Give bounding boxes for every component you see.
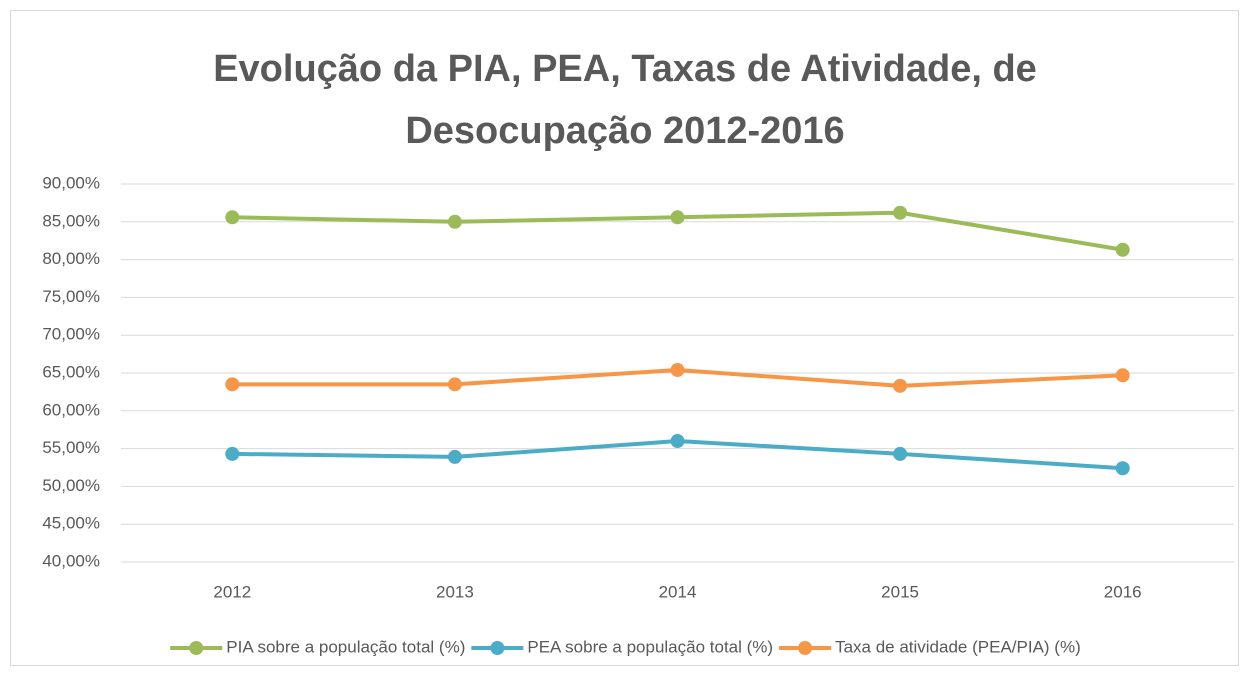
x-tick-label: 2012 [213,582,251,601]
y-tick-label: 75,00% [42,287,100,306]
data-point [1115,368,1130,383]
chart-border [10,10,1239,666]
legend-label: Taxa de atividade (PEA/PIA) (%) [835,637,1081,656]
data-point [225,446,240,461]
data-point [893,205,908,220]
x-tick-label: 2013 [436,582,474,601]
legend-label: PEA sobre a população total (%) [527,637,773,656]
y-tick-label: 45,00% [42,514,100,533]
y-tick-label: 60,00% [42,400,100,419]
x-tick-label: 2014 [659,582,697,601]
x-tick-label: 2016 [1104,582,1142,601]
legend-item: Taxa de atividade (PEA/PIA) (%) [779,637,1081,656]
legend-swatch-marker [798,641,813,655]
x-tick-label: 2015 [881,582,919,601]
data-point [1115,242,1130,257]
data-point [447,377,462,392]
y-tick-label: 65,00% [42,362,100,381]
chart-title: Evolução da PIA, PEA, Taxas de Atividade… [213,48,1037,152]
data-point [670,210,685,225]
legend: PIA sobre a população total (%) PEA sobre… [170,637,1081,656]
y-tick-label: 70,00% [42,325,100,344]
data-point [670,434,685,449]
data-point [225,377,240,392]
y-tick-label: 90,00% [42,173,100,192]
data-point [447,449,462,464]
legend-swatch-marker [189,641,204,655]
data-point [1115,461,1130,476]
legend-swatch-marker [490,641,505,655]
data-point [225,210,240,225]
y-tick-label: 80,00% [42,249,100,268]
data-point [893,446,908,461]
y-tick-label: 50,00% [42,476,100,495]
data-point [893,378,908,393]
y-tick-label: 55,00% [42,438,100,457]
y-tick-label: 40,00% [42,551,100,570]
data-point [670,362,685,377]
legend-label: PIA sobre a população total (%) [226,637,465,656]
y-tick-label: 85,00% [42,211,100,230]
legend-item: PIA sobre a população total (%) [170,637,465,656]
legend-item: PEA sobre a população total (%) [471,637,773,656]
data-point [447,214,462,229]
